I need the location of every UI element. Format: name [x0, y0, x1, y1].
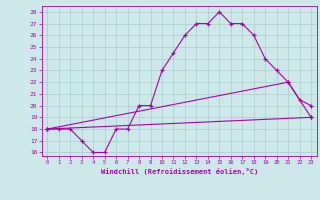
- X-axis label: Windchill (Refroidissement éolien,°C): Windchill (Refroidissement éolien,°C): [100, 168, 258, 175]
